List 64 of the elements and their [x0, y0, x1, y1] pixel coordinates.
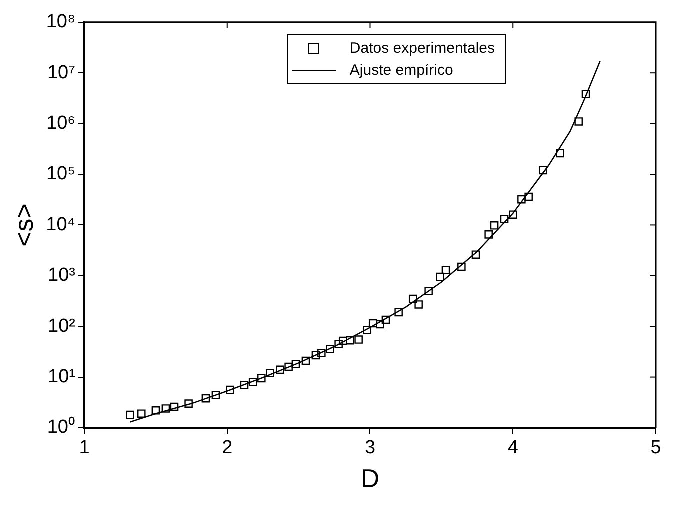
point	[500, 215, 509, 224]
y-tick-label: 10⁶	[46, 113, 76, 134]
point	[276, 366, 284, 374]
x-tick-label: 2	[222, 438, 233, 459]
point	[408, 294, 418, 304]
point	[518, 195, 526, 204]
point	[376, 320, 384, 329]
point	[484, 230, 493, 239]
y-tick-label: 10⁷	[47, 62, 76, 84]
point	[248, 378, 258, 386]
legend-label: Ajuste empírico	[350, 62, 454, 79]
point	[394, 308, 403, 317]
point	[354, 336, 363, 344]
point	[162, 404, 170, 413]
point	[184, 400, 193, 408]
point	[556, 149, 564, 158]
point	[346, 336, 354, 345]
point	[368, 319, 378, 328]
y-tick-label: 10⁰	[47, 416, 76, 438]
point	[152, 406, 160, 415]
point	[202, 394, 210, 403]
point	[382, 316, 390, 324]
point	[524, 192, 533, 202]
x-tick-label: 3	[364, 438, 376, 459]
point	[212, 391, 220, 400]
y-axis-title: <s>	[8, 204, 39, 247]
point	[363, 326, 372, 334]
x-tick-label: 4	[508, 438, 519, 459]
point	[284, 362, 293, 372]
point	[266, 369, 274, 378]
y-tick-label: 10⁵	[46, 164, 76, 185]
point	[312, 351, 320, 360]
point	[226, 386, 234, 394]
legend-label: Datos experimentales	[350, 40, 495, 57]
point	[472, 250, 480, 259]
x-tick-label: 5	[650, 438, 662, 459]
point	[424, 287, 433, 296]
point	[436, 272, 444, 282]
point	[458, 262, 466, 272]
y-tick-label: 10²	[48, 316, 76, 337]
point	[508, 210, 518, 219]
y-tick-label: 10³	[48, 265, 76, 286]
point	[490, 222, 499, 230]
point	[334, 340, 343, 348]
point	[414, 300, 423, 309]
y-tick-label: 10¹	[48, 366, 76, 388]
point	[170, 402, 179, 412]
point	[138, 410, 146, 418]
x-tick-label: 1	[79, 438, 90, 459]
point	[538, 166, 548, 175]
point	[338, 336, 348, 346]
point	[126, 410, 134, 420]
point	[442, 266, 450, 274]
point	[574, 118, 583, 126]
point	[326, 344, 334, 354]
y-tick-label: 10⁴	[46, 214, 76, 236]
x-axis-title: D	[360, 464, 380, 494]
point	[582, 90, 590, 99]
point	[240, 381, 249, 390]
point	[302, 356, 310, 366]
point	[292, 360, 300, 368]
point	[258, 374, 266, 383]
y-tick-label: 10⁸	[46, 12, 76, 33]
point	[318, 348, 326, 358]
